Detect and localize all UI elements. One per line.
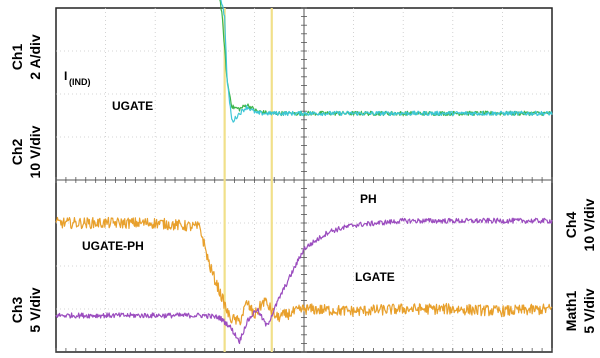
trace-ugate-ph bbox=[55, 216, 553, 326]
ch2-name: Ch2 bbox=[9, 139, 25, 166]
ch3-scale: 5 V/div bbox=[27, 287, 43, 332]
iind-subscript: (IND) bbox=[69, 77, 91, 87]
ch4-name: Ch4 bbox=[563, 212, 579, 239]
ch2-scale: 10 V/div bbox=[27, 125, 43, 178]
math1-name: Math1 bbox=[563, 291, 579, 332]
trace-lgate bbox=[55, 217, 553, 345]
ugate-label: UGATE bbox=[112, 99, 153, 113]
ch1-name: Ch1 bbox=[9, 44, 25, 71]
cursor-lines bbox=[223, 8, 273, 352]
trace-ph bbox=[220, 0, 553, 123]
ugate-ph-label: UGATE-PH bbox=[82, 239, 144, 253]
iind-label: I bbox=[64, 69, 67, 83]
lgate-label: LGATE bbox=[355, 270, 395, 284]
ch1-scale: 2 A/div bbox=[27, 34, 43, 80]
traces bbox=[55, 0, 553, 345]
math1-scale: 5 V/div bbox=[581, 288, 597, 333]
ph-label: PH bbox=[360, 192, 377, 206]
ch3-name: Ch3 bbox=[9, 297, 25, 324]
ch4-scale: 10 V/div bbox=[581, 198, 597, 251]
